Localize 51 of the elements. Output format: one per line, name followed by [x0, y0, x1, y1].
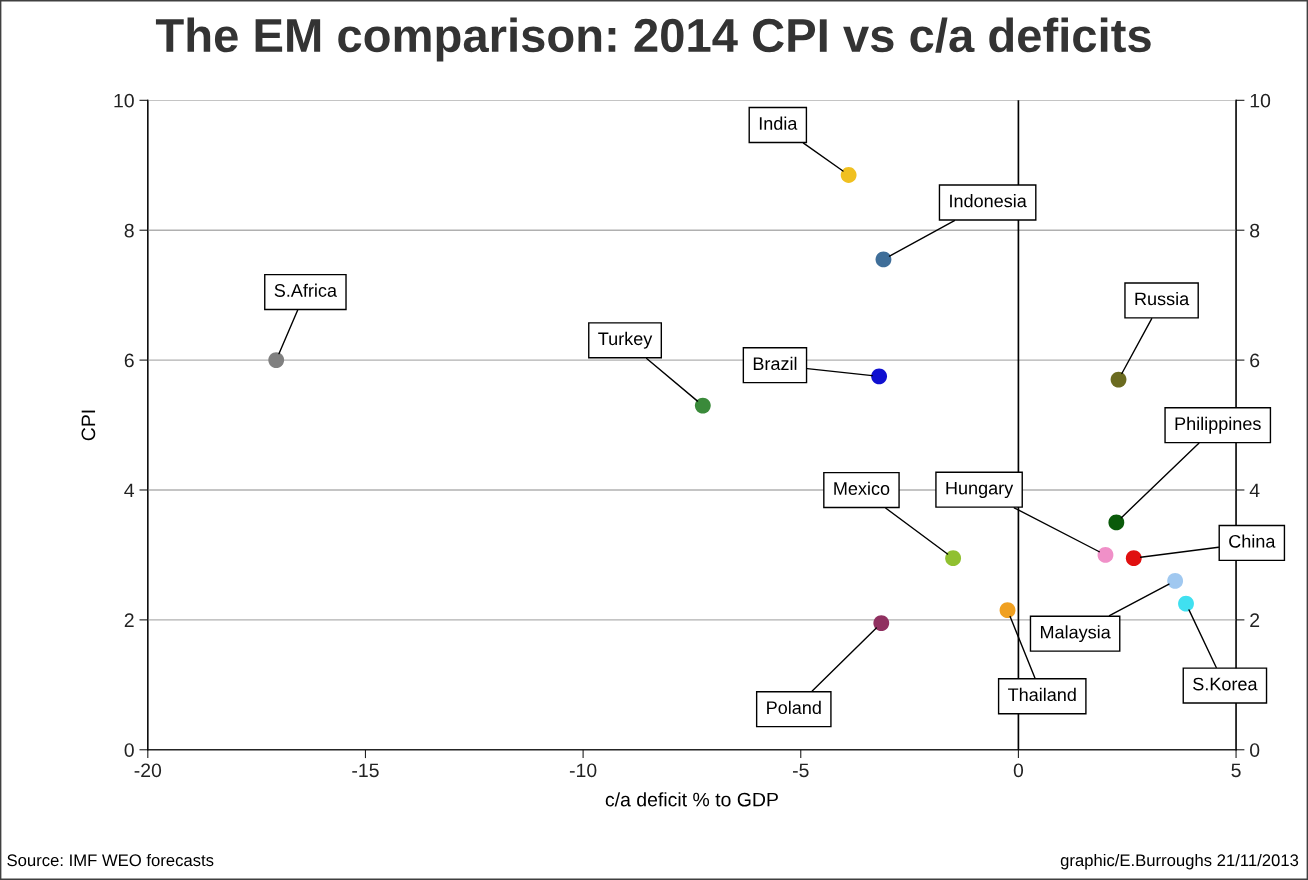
- source-note: Source: IMF WEO forecasts: [7, 853, 214, 867]
- text: Malaysia: [1040, 625, 1111, 643]
- text: Philippines: [1175, 416, 1261, 434]
- text: S.Korea: [1193, 677, 1258, 691]
- text: Thailand: [1008, 687, 1076, 702]
- y-tick-label: 8: [124, 223, 134, 238]
- text: China: [1229, 534, 1276, 548]
- point: [694, 397, 711, 414]
- text: Russia: [1135, 292, 1190, 306]
- point: [945, 550, 962, 567]
- text: Indonesia: [950, 194, 1027, 208]
- x-tick-label: -20: [134, 763, 162, 778]
- text: India: [759, 116, 798, 130]
- text: S.Africa: [274, 283, 337, 297]
- y2-tick-label: 0: [1250, 743, 1260, 757]
- y-tick-label: 2: [124, 613, 134, 627]
- text: Brazil: [753, 356, 797, 371]
- text: Mexico: [834, 481, 890, 495]
- x-tick-label: -10: [569, 763, 597, 778]
- text: graphic/E.Burroughs 21/11/2013: [1060, 853, 1299, 870]
- y-tick-label: 0: [124, 743, 134, 757]
- y-tick-label: 10: [114, 93, 134, 108]
- point: [999, 602, 1016, 619]
- y2-tick-label: 4: [1249, 483, 1260, 498]
- x-tick-label: 5: [1231, 763, 1241, 778]
- y2-tick-label: 6: [1250, 353, 1260, 368]
- point: [1167, 572, 1184, 589]
- point: [1178, 595, 1194, 612]
- x-tick-label: 0: [1013, 763, 1024, 778]
- text: Hungary: [946, 481, 1014, 499]
- x-tick-label: -15: [352, 763, 379, 778]
- x-axis-title: c/a deficit % to GDP: [605, 792, 778, 807]
- point: [873, 615, 890, 632]
- text: Turkey: [598, 331, 653, 349]
- point: [875, 251, 892, 268]
- point: [268, 352, 285, 369]
- point: [840, 167, 857, 183]
- x-tick-label: -5: [792, 763, 809, 778]
- point: [1125, 550, 1142, 567]
- point: [1097, 547, 1114, 563]
- y-axis-title: CPI: [81, 410, 96, 441]
- y2-tick-label: 10: [1250, 93, 1271, 108]
- y-tick-label: 4: [124, 483, 135, 498]
- y-tick-label: 6: [124, 353, 134, 368]
- chart-title: The EM comparison: 2014 CPI vs c/a deficits: [155, 17, 1151, 62]
- point: [1110, 371, 1127, 388]
- point: [1108, 514, 1125, 531]
- y2-tick-label: 8: [1250, 223, 1260, 238]
- text: Poland: [767, 700, 821, 715]
- y2-tick-label: 2: [1250, 613, 1260, 627]
- point: [871, 368, 888, 385]
